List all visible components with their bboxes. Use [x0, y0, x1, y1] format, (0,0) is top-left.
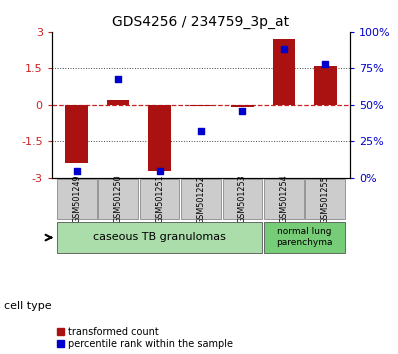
Text: GSM501251: GSM501251 [155, 175, 164, 223]
Bar [306, 179, 345, 219]
Text: normal lung
parenchyma: normal lung parenchyma [276, 227, 333, 247]
Text: cell type: cell type [4, 301, 52, 311]
Bar [181, 179, 221, 219]
Bar [314, 66, 337, 105]
Text: GSM501249: GSM501249 [72, 175, 81, 223]
Text: GSM501255: GSM501255 [321, 175, 330, 223]
Point [281, 47, 287, 52]
Bar [148, 105, 171, 171]
Bar [65, 105, 88, 163]
Bar [98, 179, 138, 219]
Point [74, 168, 80, 173]
Bar [57, 179, 97, 219]
Bar [189, 105, 213, 106]
Text: GSM501254: GSM501254 [279, 175, 289, 223]
Text: caseous TB granulomas: caseous TB granulomas [93, 232, 226, 242]
Text: GSM501252: GSM501252 [197, 175, 205, 223]
Text: GSM501253: GSM501253 [238, 175, 247, 223]
Bar [264, 179, 304, 219]
Bar [222, 179, 262, 219]
Point [322, 61, 329, 67]
Legend: transformed count, percentile rank within the sample: transformed count, percentile rank withi… [57, 327, 233, 349]
Bar [107, 100, 129, 105]
Bar [231, 105, 254, 107]
Bar [264, 222, 345, 253]
Bar [57, 222, 262, 253]
Bar [273, 39, 295, 105]
Point [239, 108, 246, 114]
Point [156, 168, 163, 173]
Text: GSM501250: GSM501250 [113, 175, 123, 223]
Bar [140, 179, 179, 219]
Title: GDS4256 / 234759_3p_at: GDS4256 / 234759_3p_at [112, 16, 290, 29]
Point [198, 129, 204, 134]
Point [115, 76, 121, 81]
